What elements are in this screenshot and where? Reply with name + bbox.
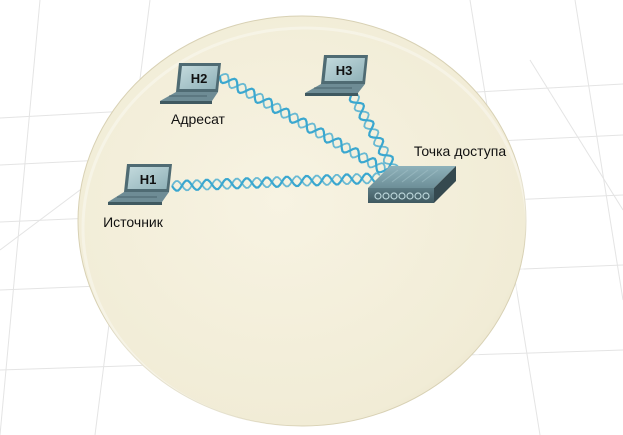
- host-h1-screen-label: H1: [140, 172, 157, 187]
- wireless-link-h3-strand-2: [351, 93, 399, 169]
- wireless-link-h1-strand-1: [171, 172, 381, 192]
- host-h2-caption: Адресат: [171, 111, 226, 127]
- access-point-caption: Точка доступа: [414, 143, 506, 159]
- wireless-link-h2-strand-2: [219, 72, 387, 177]
- host-h1-caption: Источник: [103, 214, 164, 230]
- access-point[interactable]: Точка доступа: [368, 143, 506, 203]
- laptop-icon: [108, 164, 172, 205]
- host-h1[interactable]: H1 Источник: [103, 164, 172, 230]
- coverage-area: [77, 15, 527, 427]
- host-h3-screen-label: H3: [336, 63, 353, 78]
- host-h2[interactable]: H2 Адресат: [160, 63, 226, 127]
- wireless-link-h3-strand-1: [348, 93, 395, 173]
- host-h3[interactable]: H3: [305, 55, 368, 96]
- wireless-links: [171, 72, 399, 192]
- access-point-icon: [368, 166, 456, 203]
- wireless-link-h2-strand-1: [218, 75, 391, 174]
- wireless-link-h1-strand-2: [171, 172, 381, 192]
- host-h2-screen-label: H2: [191, 71, 208, 86]
- laptop-icon: [305, 55, 368, 96]
- laptop-icon: [160, 63, 221, 104]
